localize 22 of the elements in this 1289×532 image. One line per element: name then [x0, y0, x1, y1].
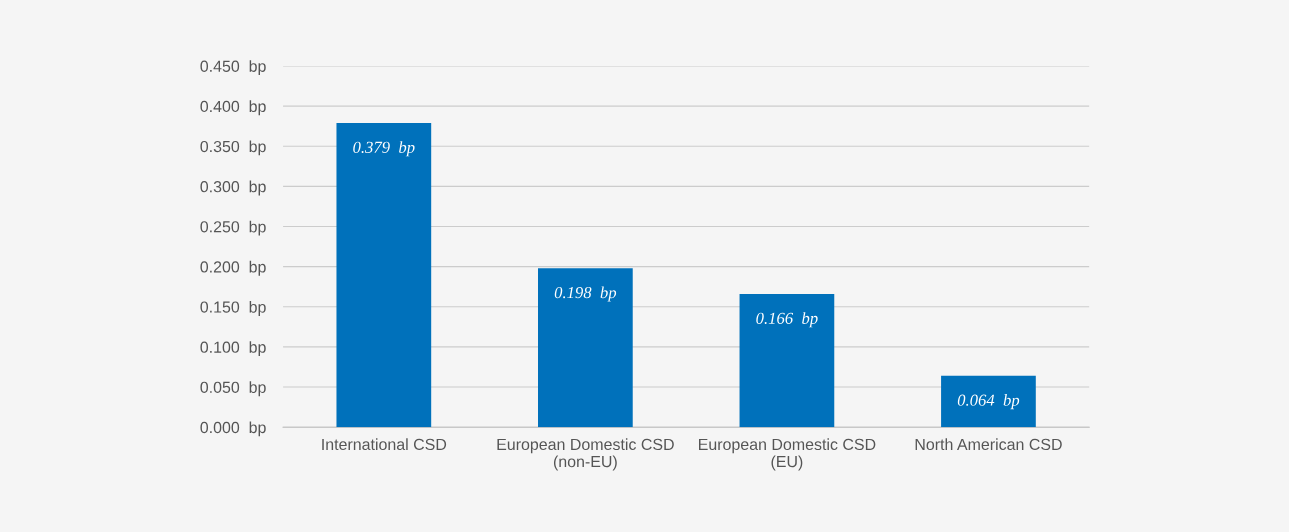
y-tick-label: 0.000 bp	[200, 421, 266, 437]
y-tick-label: 0.100 bp	[200, 341, 266, 357]
x-tick-label: North American CSD	[915, 438, 1062, 451]
y-tick-label: 0.200 bp	[200, 260, 266, 276]
y-tick-label: 0.300 bp	[200, 180, 266, 196]
data-label: 0.166 bp	[756, 312, 818, 328]
data-label: 0.198 bp	[554, 286, 617, 302]
y-tick-label: 0.250 bp	[200, 220, 266, 236]
data-label: 0.064 bp	[957, 394, 1020, 410]
y-tick-label: 0.150 bp	[200, 301, 266, 316]
x-tick-label: European Domestic CSD (non-EU)	[497, 438, 674, 471]
y-tick-label: 0.350 bp	[200, 140, 266, 156]
y-tick-label: 0.400 bp	[200, 100, 266, 116]
y-tick-label: 0.050 bp	[200, 381, 266, 397]
y-tick-label: 0.450 bp	[200, 60, 266, 76]
x-tick-label: International CSD	[322, 438, 447, 451]
x-tick-label: European Domestic CSD (EU)	[699, 438, 876, 471]
data-label: 0.379 bp	[353, 141, 415, 157]
bar	[336, 122, 432, 428]
bar	[739, 293, 835, 428]
bar	[941, 375, 1036, 428]
bar	[538, 268, 633, 428]
